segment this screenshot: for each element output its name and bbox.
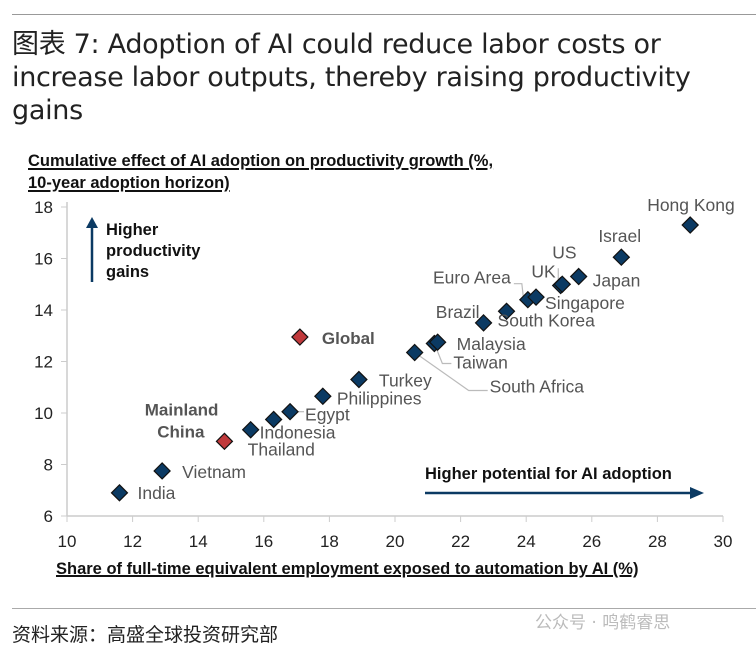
- data-label: Singapore: [545, 293, 625, 313]
- data-point-south-korea: [497, 302, 516, 321]
- annotation-higher-productivity: Higher productivity gains: [106, 221, 201, 281]
- x-tick-label: 16: [254, 532, 273, 551]
- x-tick-label: 14: [189, 532, 208, 551]
- y-tick-label: 10: [34, 404, 53, 423]
- x-axis-label: Share of full-time equivalent employment…: [56, 560, 639, 578]
- right-arrow-head-icon: [690, 487, 704, 499]
- data-label: Philippines: [337, 388, 422, 408]
- chart-title-line-2: 10-year adoption horizon): [28, 174, 230, 192]
- y-tick-label: 12: [34, 353, 53, 372]
- x-tick-label: 24: [517, 532, 536, 551]
- data-point-indonesia: [264, 410, 283, 429]
- data-point-brazil: [474, 314, 493, 332]
- x-tick-label: 20: [386, 532, 405, 551]
- data-label: South Africa: [490, 376, 585, 396]
- data-point-philippines: [313, 387, 332, 406]
- data-label: Vietnam: [182, 462, 246, 482]
- data-point-hong-kong: [681, 216, 700, 234]
- data-label: UK: [531, 262, 556, 282]
- data-point-global: [291, 328, 309, 346]
- y-tick-label: 18: [34, 198, 53, 217]
- x-tick-label: 10: [58, 532, 77, 551]
- data-point-india: [110, 483, 129, 502]
- data-point-south-africa: [405, 343, 424, 362]
- x-tick-label: 30: [714, 532, 733, 551]
- page-title: 图表 7: Adoption of AI could reduce labor …: [12, 29, 691, 126]
- data-label: Turkey: [379, 371, 432, 391]
- data-label: India: [137, 483, 175, 503]
- data-label: Brazil: [436, 302, 480, 322]
- top-divider: [12, 14, 756, 15]
- source-note: 资料来源：高盛全球投资研究部: [12, 624, 279, 646]
- data-point-thailand: [241, 420, 260, 439]
- x-tick-label: 22: [451, 532, 470, 551]
- data-label: Israel: [598, 226, 641, 246]
- y-tick-label: 16: [34, 250, 53, 269]
- data-label: Thailand: [248, 440, 315, 460]
- up-arrow-head-icon: [86, 217, 98, 228]
- x-tick-label: 12: [123, 532, 142, 551]
- annotation-higher-adoption: Higher potential for AI adoption: [425, 465, 672, 483]
- data-label: South Korea: [498, 310, 596, 330]
- data-label: Japan: [593, 271, 641, 291]
- data-label: Egypt: [305, 405, 350, 425]
- data-label: Indonesia: [260, 422, 336, 442]
- data-label: US: [552, 242, 576, 262]
- x-tick-label: 26: [582, 532, 601, 551]
- y-tick-label: 14: [34, 301, 53, 320]
- data-point-japan: [569, 267, 588, 286]
- data-point-turkey: [350, 370, 368, 389]
- data-point-mainland-china: [215, 432, 234, 451]
- chart-title: Cumulative effect of AI adoption on prod…: [28, 150, 493, 194]
- data-label: Global: [322, 329, 375, 348]
- chart-title-line-1: Cumulative effect of AI adoption on prod…: [28, 152, 494, 170]
- y-tick-label: 8: [44, 456, 53, 475]
- data-point-vietnam: [153, 462, 171, 480]
- data-label: Hong Kong: [647, 195, 735, 215]
- data-point-israel: [612, 248, 631, 267]
- data-point-singapore: [527, 288, 545, 306]
- data-label: Taiwan: [453, 352, 507, 372]
- y-tick-label: 6: [44, 507, 53, 526]
- data-label: Euro Area: [433, 268, 511, 288]
- data-point-us: [553, 275, 572, 294]
- watermark: 公众号 · 鸣鹤睿思: [535, 613, 671, 633]
- data-point-malaysia: [428, 333, 447, 352]
- data-point-egypt: [281, 402, 299, 421]
- data-label: Malaysia: [457, 334, 526, 354]
- bottom-divider: [12, 608, 756, 609]
- data-label: Mainland China: [145, 400, 219, 441]
- leader-line: [414, 351, 488, 392]
- x-tick-label: 28: [648, 532, 667, 551]
- x-tick-label: 18: [320, 532, 339, 551]
